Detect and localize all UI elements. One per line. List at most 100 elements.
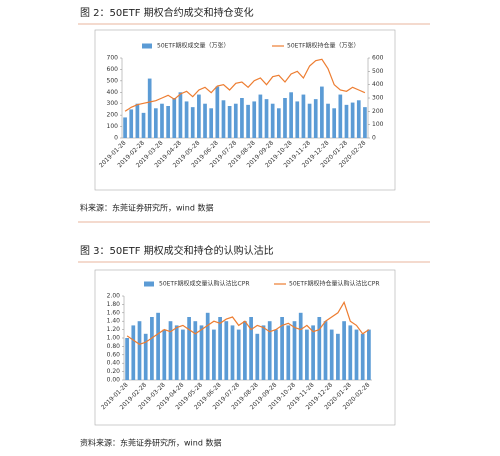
line bbox=[124, 58, 366, 112]
figure-title: 图 2：50ETF 期权合约成交和持仓变化 bbox=[80, 6, 254, 19]
bar bbox=[150, 317, 154, 380]
y-tick-label: 0.40 bbox=[107, 360, 121, 367]
y-tick-label: 100 bbox=[107, 123, 119, 130]
bar bbox=[292, 321, 297, 380]
bar bbox=[125, 338, 129, 380]
bar bbox=[162, 329, 167, 380]
y-tick-label: 600 bbox=[107, 66, 119, 73]
bar bbox=[280, 317, 284, 380]
bar bbox=[243, 321, 247, 380]
y-tick-label: 300 bbox=[107, 100, 119, 107]
bar bbox=[323, 321, 328, 380]
legend-label: 50ETF期权持仓量认购认沽比CPR bbox=[289, 280, 380, 288]
bar bbox=[350, 102, 355, 138]
y-tick-label: 0.20 bbox=[107, 368, 121, 375]
bar bbox=[258, 94, 263, 138]
y-tick-label: 0.60 bbox=[107, 351, 121, 358]
bar bbox=[332, 108, 337, 138]
y-tick-label: 1.60 bbox=[107, 309, 121, 316]
bar bbox=[233, 103, 238, 138]
bar bbox=[131, 325, 136, 380]
bar bbox=[356, 100, 361, 138]
bar bbox=[168, 321, 173, 380]
bar bbox=[338, 94, 343, 138]
y-tick-label: 400 bbox=[107, 89, 119, 96]
bar bbox=[197, 94, 201, 138]
bar bbox=[363, 107, 367, 138]
source-note: 资料来源：东莞证券研究所，wind 数据 bbox=[80, 438, 221, 448]
bar bbox=[203, 103, 207, 138]
bar bbox=[342, 321, 346, 380]
y-tick-label: 1.40 bbox=[107, 318, 121, 325]
y-tick-label: 1.00 bbox=[107, 335, 121, 342]
bar bbox=[218, 317, 222, 380]
bar bbox=[348, 325, 353, 380]
bar bbox=[249, 317, 253, 380]
bar bbox=[221, 100, 226, 138]
bar bbox=[224, 321, 229, 380]
bar bbox=[153, 108, 158, 138]
y-tick-label: 1.80 bbox=[107, 301, 121, 308]
legend-label: 50ETF期权成交量认购认沽比CPR bbox=[159, 280, 250, 288]
bar bbox=[320, 86, 324, 138]
bar bbox=[209, 108, 214, 138]
bar bbox=[305, 329, 309, 380]
y-tick-label: 500 bbox=[107, 77, 119, 84]
bar bbox=[329, 329, 334, 380]
y-tick-label: 700 bbox=[107, 55, 119, 62]
bar bbox=[246, 104, 250, 138]
bar bbox=[317, 317, 322, 380]
bar bbox=[143, 333, 148, 380]
bar bbox=[193, 321, 198, 380]
bar bbox=[212, 329, 216, 380]
bar bbox=[313, 99, 318, 138]
bar bbox=[276, 108, 281, 138]
bar bbox=[307, 103, 312, 138]
bar bbox=[326, 103, 330, 138]
bar bbox=[123, 117, 127, 138]
bar bbox=[187, 317, 191, 380]
y-tick-label: 2.00 bbox=[107, 293, 121, 300]
bar bbox=[174, 325, 179, 380]
y2-tick-label: 0 bbox=[372, 135, 376, 142]
legend-label: 50ETF期权成交量（万张） bbox=[157, 42, 230, 50]
bar bbox=[311, 325, 315, 380]
y2-tick-label: 500 bbox=[372, 68, 384, 75]
bar bbox=[141, 112, 146, 138]
bar bbox=[298, 312, 303, 380]
y-tick-label: 0 bbox=[114, 135, 118, 142]
bar bbox=[354, 329, 359, 380]
bar bbox=[267, 321, 272, 380]
bar bbox=[240, 98, 244, 138]
bar bbox=[215, 86, 220, 138]
bar bbox=[283, 98, 287, 138]
bar bbox=[156, 312, 160, 380]
line bbox=[126, 300, 370, 345]
bar bbox=[295, 101, 300, 138]
bar bbox=[181, 329, 185, 380]
legend-swatch bbox=[144, 281, 154, 287]
bar bbox=[270, 103, 275, 138]
bar bbox=[236, 329, 241, 380]
bar bbox=[289, 92, 293, 138]
bar bbox=[252, 101, 257, 138]
bar bbox=[255, 333, 260, 380]
bar bbox=[227, 106, 232, 138]
source-note: 料来源：东莞证券研究所，wind 数据 bbox=[80, 203, 213, 213]
legend-label: 50ETF期权持仓量（万张） bbox=[287, 42, 360, 50]
bar bbox=[274, 329, 278, 380]
bar bbox=[184, 101, 189, 138]
bar bbox=[178, 92, 183, 138]
bar bbox=[367, 329, 371, 380]
bar bbox=[190, 107, 195, 138]
y2-tick-label: 100 bbox=[372, 121, 384, 128]
y2-tick-label: 600 bbox=[372, 55, 384, 62]
y-tick-label: 0.00 bbox=[107, 377, 121, 384]
bar bbox=[135, 103, 140, 138]
y2-tick-label: 200 bbox=[372, 108, 384, 115]
bar bbox=[264, 99, 269, 138]
bar bbox=[344, 104, 349, 138]
bar bbox=[286, 325, 291, 380]
bar bbox=[301, 94, 306, 138]
